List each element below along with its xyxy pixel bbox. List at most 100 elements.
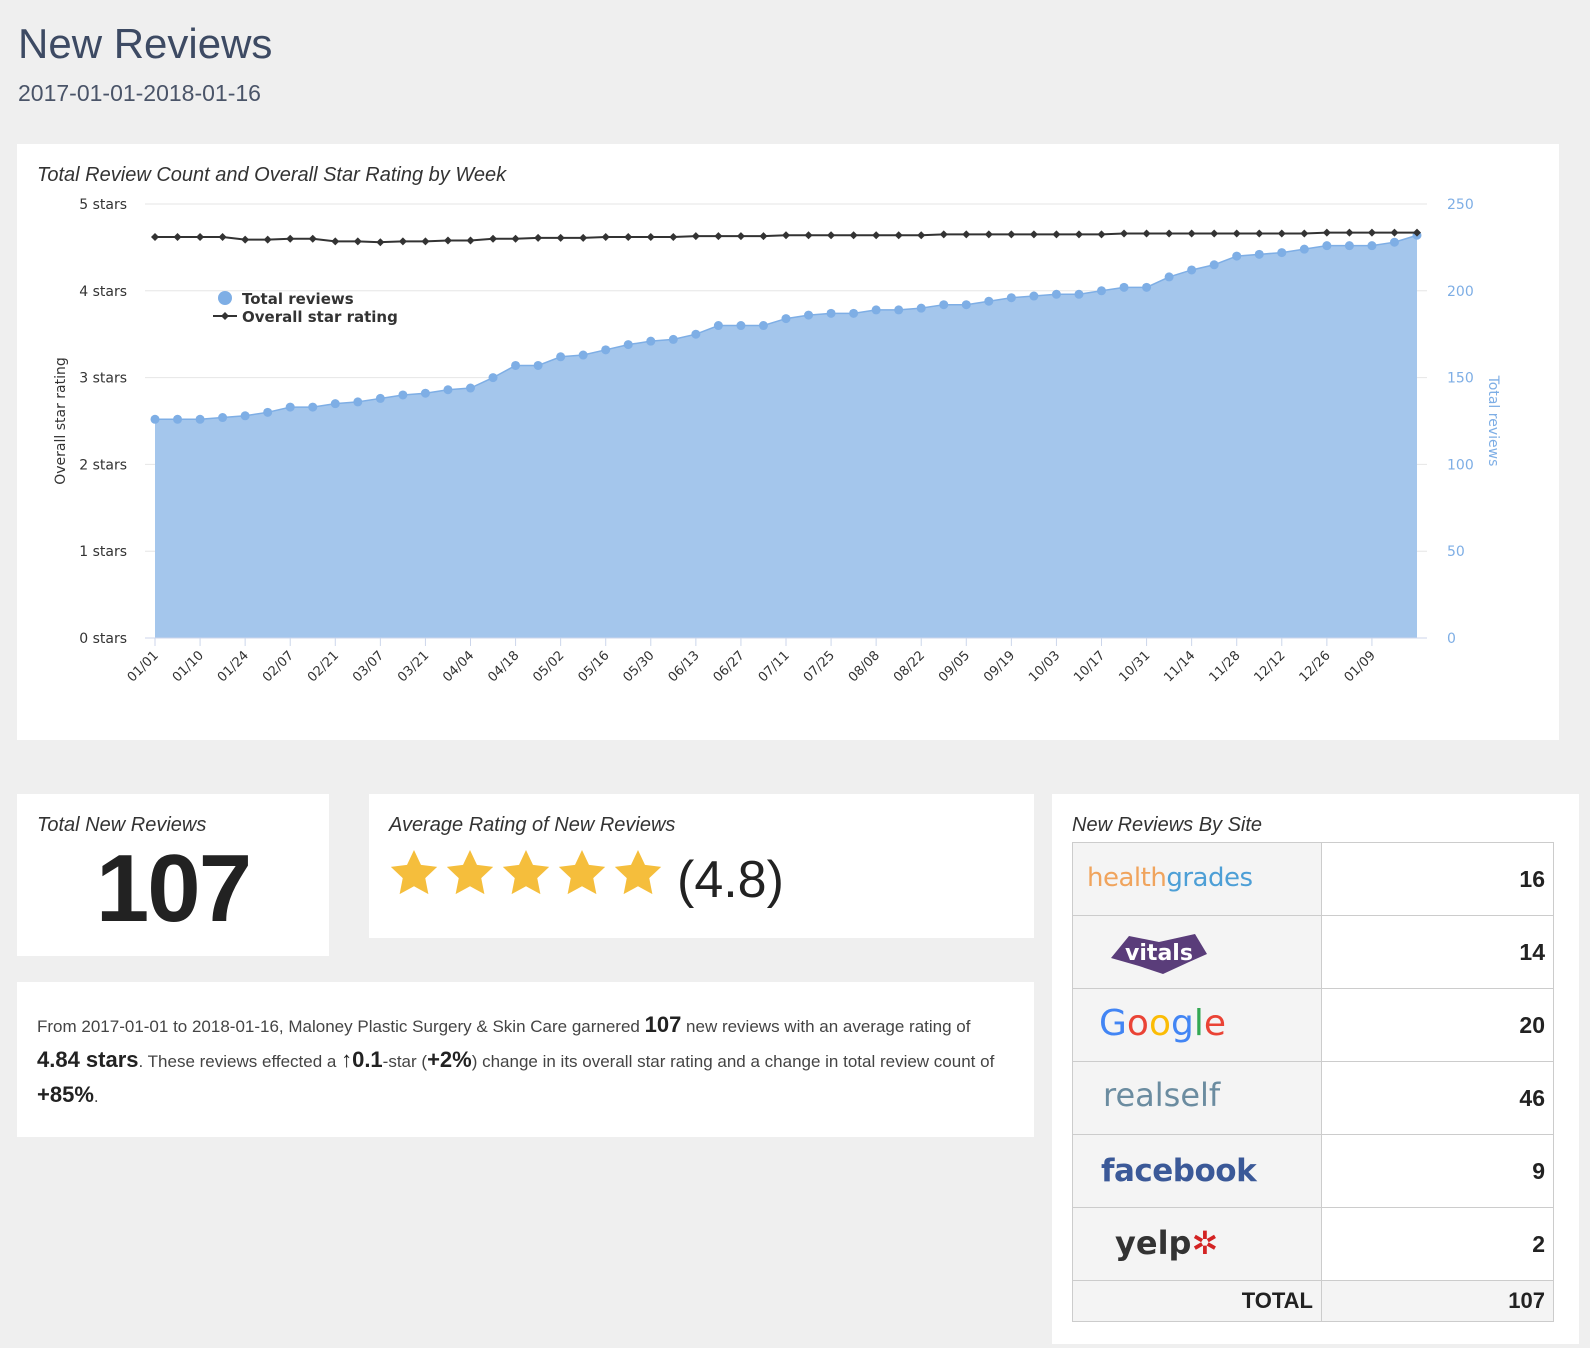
total-reviews-point xyxy=(713,321,723,331)
healthgrades-logo: healthgrades xyxy=(1087,863,1253,893)
realself-logo: realself xyxy=(1103,1076,1221,1114)
site-count: 14 xyxy=(1321,915,1554,989)
site-count: 9 xyxy=(1321,1134,1554,1208)
total-reviews-point xyxy=(1367,241,1377,251)
star-icon xyxy=(446,850,494,895)
total-reviews-point xyxy=(218,413,228,423)
legend-rating-label: Overall star rating xyxy=(242,308,398,326)
star-rating-point xyxy=(1322,228,1331,237)
star-rating-point xyxy=(782,231,790,240)
x-tick-label: 07/25 xyxy=(801,648,838,685)
total-reviews-point xyxy=(691,329,701,339)
total-reviews-point xyxy=(871,305,881,315)
total-new-reviews-title: Total New Reviews xyxy=(37,814,207,836)
total-reviews-point xyxy=(1164,272,1174,282)
facebook-logo: facebook xyxy=(1101,1153,1257,1189)
site-row-facebook: facebook 9 xyxy=(1072,1134,1554,1208)
star-icon xyxy=(390,850,438,895)
y-right-axis-title: Total reviews xyxy=(1485,375,1501,467)
total-reviews-point xyxy=(1097,286,1106,296)
total-reviews-point xyxy=(736,321,746,331)
total-reviews-point xyxy=(308,402,318,412)
y-left-tick-label: 3 stars xyxy=(79,371,127,387)
yelp-logo: yelp✲ xyxy=(1115,1224,1219,1262)
x-tick-label: 09/19 xyxy=(981,648,1018,685)
total-reviews-point xyxy=(1142,282,1152,292)
summary-count-change: +85% xyxy=(37,1082,94,1107)
star-rating-point xyxy=(1210,229,1219,238)
total-reviews-point xyxy=(466,383,475,393)
star-rating-point xyxy=(849,231,858,240)
star-rating-point xyxy=(489,234,498,243)
star-rating-point xyxy=(421,237,430,246)
reviews-by-site-title: New Reviews By Site xyxy=(1072,814,1263,836)
x-tick-label: 08/08 xyxy=(846,648,883,685)
x-tick-label: 02/21 xyxy=(305,648,342,685)
x-tick-label: 12/12 xyxy=(1252,648,1289,685)
star-rating-point xyxy=(511,234,520,243)
total-reviews-point xyxy=(1187,265,1197,275)
total-reviews-point xyxy=(1322,241,1332,251)
total-reviews-point xyxy=(443,385,453,395)
star-rating-point xyxy=(691,232,700,241)
star-rating-point xyxy=(939,230,948,239)
reviews-by-site-card: New Reviews By Site healthgrades 16 vita… xyxy=(1052,794,1579,1344)
summary-text: From 2017-01-01 to 2018-01-16, Maloney P… xyxy=(37,1012,995,1107)
y-right-tick-label: 250 xyxy=(1447,197,1474,213)
reviews-by-site-table: healthgrades 16 vitals 14 Google 20 real… xyxy=(1072,842,1554,1322)
legend-total-reviews-label: Total reviews xyxy=(242,290,354,308)
star-rating-point xyxy=(263,235,272,244)
total-reviews-point xyxy=(849,308,859,318)
total-reviews-point xyxy=(195,414,205,424)
total-reviews-point xyxy=(511,360,521,370)
star-icon xyxy=(614,850,662,895)
total-reviews-point xyxy=(1232,251,1242,261)
star-rating-point xyxy=(218,232,227,241)
total-reviews-point xyxy=(1344,241,1354,251)
star-rating-point xyxy=(827,231,836,240)
x-tick-label: 06/27 xyxy=(711,648,748,685)
star-rating-point xyxy=(1413,228,1421,237)
star-rating-point xyxy=(984,230,993,239)
x-tick-label: 11/14 xyxy=(1161,648,1198,685)
total-reviews-point xyxy=(758,321,768,331)
star-rating-point xyxy=(556,233,565,242)
star-icon xyxy=(558,850,606,895)
site-row-healthgrades: healthgrades 16 xyxy=(1072,842,1554,916)
total-reviews-point xyxy=(984,296,994,306)
x-tick-label: 04/18 xyxy=(485,648,522,685)
y-right-tick-label: 150 xyxy=(1447,371,1474,387)
total-reviews-point xyxy=(1119,282,1129,292)
svg-text:vitals: vitals xyxy=(1125,941,1193,966)
x-tick-label: 01/09 xyxy=(1342,648,1379,685)
y-right-tick-label: 200 xyxy=(1447,284,1474,300)
star-rating-point xyxy=(1165,229,1174,238)
average-rating-value: (4.8) xyxy=(677,851,784,909)
y-right-tick-label: 50 xyxy=(1447,544,1465,560)
star-rating-point xyxy=(917,231,926,240)
total-reviews-point xyxy=(533,360,543,370)
star-rating-point xyxy=(1007,230,1016,239)
summary-review-count: 107 xyxy=(644,1012,682,1037)
total-reviews-point xyxy=(1029,291,1039,301)
total-reviews-point xyxy=(646,336,656,346)
total-reviews-point xyxy=(781,314,791,324)
star-rating-point xyxy=(466,236,475,245)
star-rating-point xyxy=(601,232,610,241)
total-reviews-point xyxy=(353,397,363,407)
total-reviews-point xyxy=(398,390,408,400)
star-rating-point xyxy=(1300,229,1309,238)
total-reviews-point xyxy=(578,350,588,360)
site-total-row: TOTAL 107 xyxy=(1072,1280,1554,1322)
site-count: 16 xyxy=(1321,842,1554,916)
total-reviews-point xyxy=(1209,260,1219,270)
summary-avg-stars: 4.84 stars xyxy=(37,1047,139,1072)
total-reviews-point xyxy=(1254,249,1264,259)
star-rating-point xyxy=(1187,229,1196,238)
star-rating-point xyxy=(962,230,971,239)
y-right-tick-label: 100 xyxy=(1447,457,1474,473)
star-rating-point xyxy=(1097,230,1106,239)
total-reviews-point xyxy=(939,300,949,310)
y-left-tick-label: 4 stars xyxy=(79,284,127,300)
